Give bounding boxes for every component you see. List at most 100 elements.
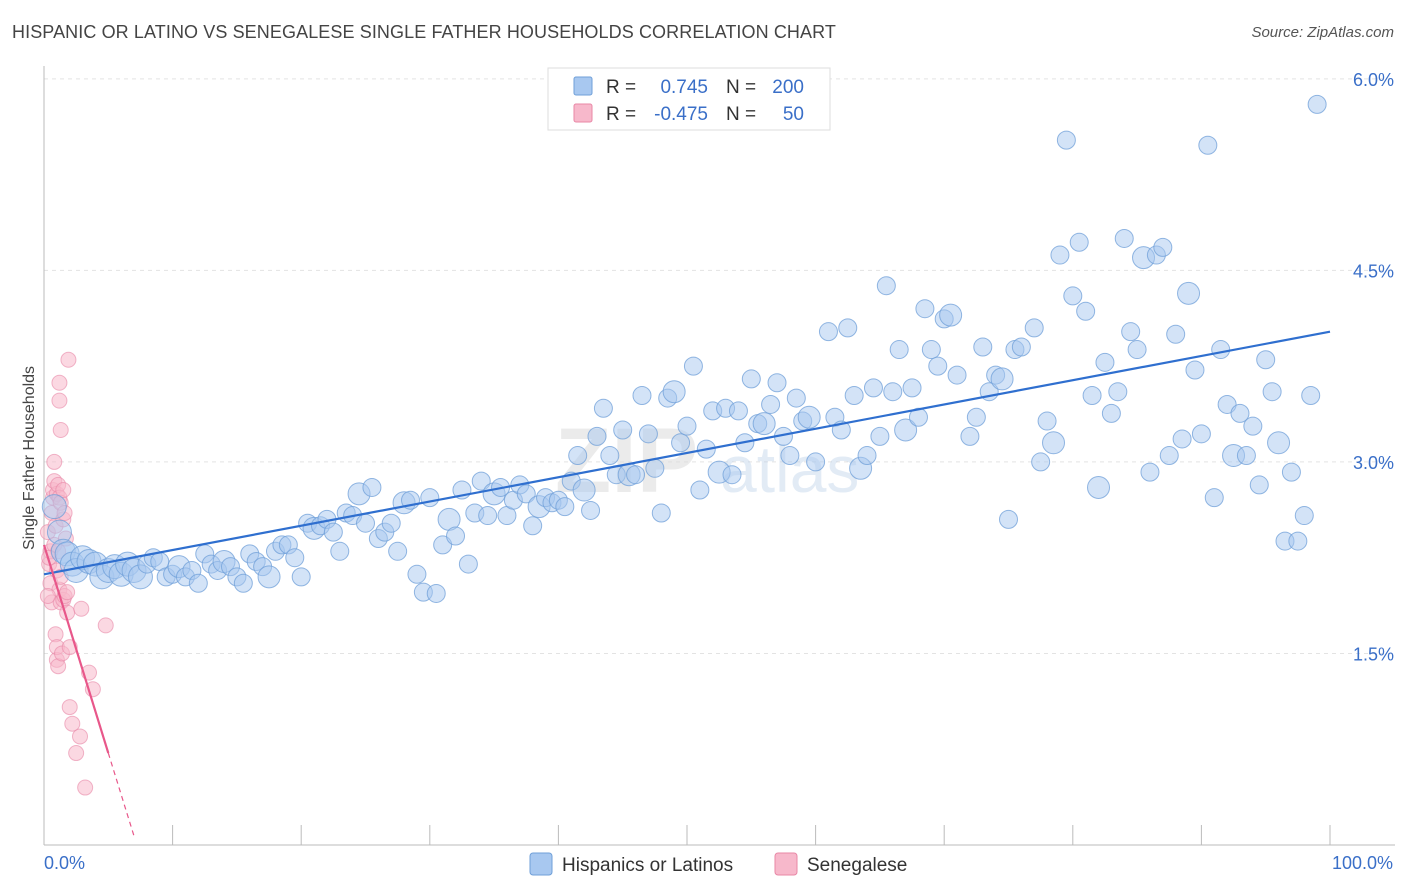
- hispanic-point: [1121, 322, 1141, 342]
- hispanic-point: [1191, 424, 1211, 444]
- hispanic-point: [523, 516, 543, 536]
- legend-swatch-senegalese[interactable]: [774, 852, 798, 876]
- senegalese-point: [97, 617, 114, 634]
- hispanic-point: [291, 567, 311, 587]
- hispanic-point: [555, 497, 575, 517]
- hispanic-point: [671, 433, 691, 453]
- hispanic-point: [478, 506, 498, 526]
- hispanic-point: [677, 416, 697, 436]
- hispanic-point: [1172, 429, 1192, 449]
- hispanic-point: [381, 513, 401, 533]
- hispanic-point: [638, 424, 658, 444]
- hispanic-point: [1177, 281, 1201, 305]
- tick-labels: 1.5% 3.0% 4.5% 6.0% 0.0% 100.0%: [44, 70, 1394, 873]
- hispanic-point: [741, 369, 761, 389]
- hispanic-point: [1211, 340, 1231, 360]
- hispanic-point: [1069, 232, 1089, 252]
- hispanic-point: [1087, 475, 1111, 499]
- stats-n-value-pink: 50: [783, 104, 804, 125]
- hispanic-point: [356, 513, 375, 533]
- hispanic-point: [797, 405, 821, 429]
- hispanic-point: [516, 484, 536, 504]
- hispanic-point: [1307, 94, 1327, 114]
- hispanic-point: [1204, 488, 1224, 508]
- stats-r-label-pink: R =: [606, 104, 636, 125]
- hispanic-point: [1011, 337, 1031, 357]
- hispanic-point: [41, 494, 67, 520]
- y-tick-label: 4.5%: [1353, 261, 1394, 281]
- senegalese-trend-line: [42, 544, 110, 754]
- hispanic-point: [1243, 416, 1263, 436]
- hispanic-point: [915, 299, 935, 319]
- axes: [43, 66, 1395, 846]
- senegalese-point: [72, 728, 89, 745]
- hispanic-point: [870, 426, 890, 446]
- stats-n-label-pink: N =: [726, 104, 756, 125]
- hispanic-point: [1042, 431, 1066, 455]
- hispanic-point: [330, 541, 350, 561]
- hispanic-point: [1056, 130, 1076, 150]
- hispanic-point: [323, 522, 343, 542]
- stats-r-label-blue: R =: [606, 77, 636, 98]
- hispanic-point: [600, 446, 620, 466]
- hispanic-point: [581, 500, 601, 520]
- senegalese-point: [73, 600, 90, 617]
- senegalese-point: [52, 422, 69, 438]
- hispanic-point: [613, 420, 633, 440]
- hispanic-point: [1127, 340, 1147, 360]
- hispanic-point: [407, 564, 427, 584]
- hispanic-point: [458, 554, 478, 574]
- senegalese-point: [51, 374, 68, 391]
- hispanic-point: [857, 446, 877, 466]
- hispanic-point: [838, 318, 858, 338]
- hispanic-point: [1288, 531, 1308, 551]
- hispanic-point: [1031, 452, 1051, 472]
- legend-label-hispanics[interactable]: Hispanics or Latinos: [562, 855, 733, 876]
- hispanic-point: [593, 398, 613, 418]
- hispanic-point: [651, 503, 671, 523]
- hispanic-point: [690, 480, 710, 500]
- hispanic-point: [662, 380, 686, 404]
- hispanic-point: [471, 471, 491, 491]
- hispanic-point: [1159, 446, 1179, 466]
- senegalese-point: [39, 588, 56, 604]
- hispanic-point: [1185, 360, 1205, 380]
- senegalese-point: [46, 453, 63, 470]
- hispanic-point: [960, 426, 980, 446]
- hispanic-point: [780, 446, 800, 466]
- hispanic-point: [285, 548, 305, 568]
- hispanic-point: [1108, 382, 1128, 402]
- hispanic-point: [973, 337, 993, 357]
- hispanic-point: [966, 407, 986, 427]
- legend-swatch-hispanics[interactable]: [529, 852, 553, 876]
- senegalese-point: [55, 482, 72, 499]
- y-axis-label: Single Father Households: [21, 366, 38, 550]
- senegalese-point: [59, 584, 76, 601]
- hispanic-points: [41, 94, 1327, 603]
- hispanic-point: [1249, 475, 1269, 495]
- hispanic-point: [1114, 228, 1134, 248]
- senegalese-point: [51, 392, 68, 409]
- hispanic-point: [426, 583, 446, 603]
- hispanic-point: [1050, 245, 1070, 265]
- series-legend: Hispanics or Latinos Senegalese: [529, 852, 907, 876]
- stats-swatch-pink: [573, 103, 593, 123]
- senegalese-point: [60, 351, 77, 368]
- stats-legend: R = 0.745 N = 200 R = -0.475 N = 50: [547, 67, 831, 131]
- senegalese-point: [61, 699, 78, 716]
- hispanic-point: [1281, 462, 1301, 482]
- hispanic-point: [645, 458, 665, 478]
- hispanic-point: [1262, 382, 1282, 402]
- hispanic-point: [1256, 350, 1276, 370]
- chart-title: HISPANIC OR LATINO VS SENEGALESE SINGLE …: [12, 22, 837, 42]
- hispanic-point: [683, 356, 703, 376]
- hispanic-point: [999, 509, 1018, 529]
- hispanic-point: [947, 365, 967, 385]
- hispanic-point: [188, 573, 208, 593]
- x-tick-label: 0.0%: [44, 853, 85, 873]
- hispanic-point: [1082, 386, 1102, 406]
- legend-label-senegalese[interactable]: Senegalese: [807, 855, 907, 876]
- hispanic-point: [722, 465, 742, 485]
- stats-legend-box: [547, 67, 831, 131]
- senegalese-point: [77, 779, 94, 796]
